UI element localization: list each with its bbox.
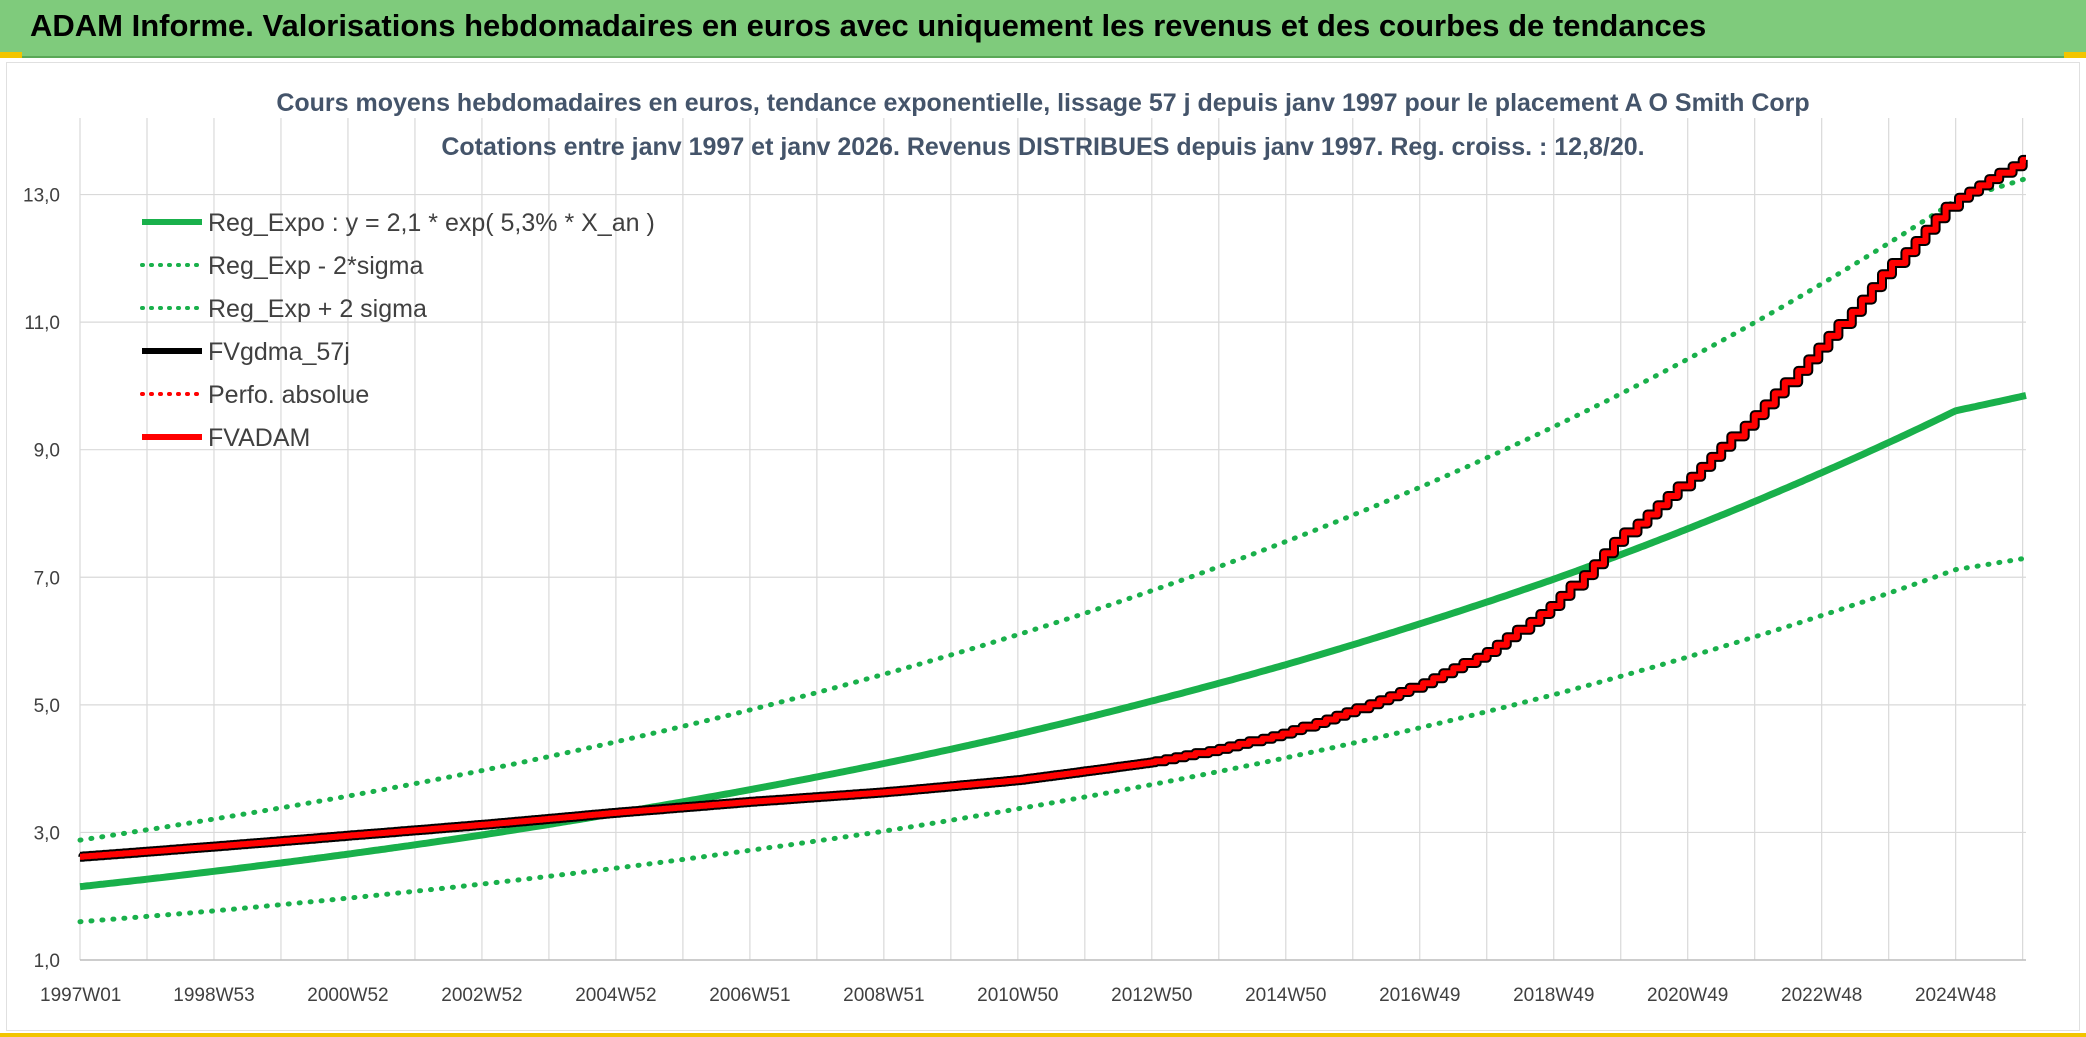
- series: [77, 154, 2029, 925]
- x-tick-label: 2024W48: [1915, 985, 1996, 1006]
- series-reg-exp-minus-2sigma: [77, 555, 2029, 925]
- legend: Reg_Expo : y = 2,1 * exp( 5,3% * X_an ) R…: [140, 209, 655, 452]
- legend-label: Reg_Exp - 2*sigma: [208, 252, 423, 280]
- y-tick-label: 5,0: [34, 696, 60, 717]
- legend-label: FVgdma_57j: [208, 338, 350, 366]
- y-tick-label: 11,0: [24, 313, 60, 334]
- series-fvadam: [80, 156, 2026, 860]
- series-reg-exp-plus-2sigma: [77, 176, 2029, 843]
- chart-frame: [6, 62, 2080, 1031]
- series-reg-expo: [79, 392, 2027, 891]
- x-tick-label: 2000W52: [307, 985, 388, 1006]
- y-axis-ticks: 1,0 3,0 5,0 7,0 9,0 11,0 13,0: [23, 186, 60, 972]
- x-tick-label: 2020W49: [1647, 985, 1728, 1006]
- chart-subtitle: Cotations entre janv 1997 et janv 2026. …: [441, 133, 1644, 161]
- x-axis-ticks: 1997W01 1998W53 2000W52 2002W52 2004W52 2006W…: [40, 985, 1996, 1006]
- chart-title: Cours moyens hebdomadaires en euros, ten…: [276, 89, 1809, 117]
- x-tick-label: 2004W52: [575, 985, 656, 1006]
- corner-accent-right: [2064, 52, 2086, 58]
- header-bar: ADAM Informe. Valorisations hebdomadaire…: [0, 0, 2086, 58]
- y-tick-label: 1,0: [34, 951, 60, 972]
- legend-label: Reg_Exp + 2 sigma: [208, 295, 427, 323]
- legend-label: FVADAM: [208, 424, 310, 452]
- page-title: ADAM Informe. Valorisations hebdomadaire…: [30, 8, 1707, 43]
- x-tick-label: 1997W01: [40, 985, 121, 1006]
- x-tick-label: 2012W50: [1111, 985, 1192, 1006]
- y-tick-label: 9,0: [34, 441, 60, 462]
- x-tick-label: 2002W52: [441, 985, 522, 1006]
- y-tick-label: 7,0: [34, 568, 60, 589]
- x-tick-label: 1998W53: [173, 985, 254, 1006]
- x-tick-label: 2022W48: [1781, 985, 1862, 1006]
- y-tick-label: 3,0: [34, 823, 60, 844]
- x-tick-label: 2016W49: [1379, 985, 1460, 1006]
- legend-label: Perfo. absolue: [208, 381, 369, 409]
- x-tick-label: 2008W51: [843, 985, 924, 1006]
- legend-label: Reg_Expo : y = 2,1 * exp( 5,3% * X_an ): [208, 209, 655, 237]
- bottom-accent-bar: [0, 1033, 2086, 1037]
- x-tick-label: 2006W51: [709, 985, 790, 1006]
- x-tick-label: 2014W50: [1245, 985, 1326, 1006]
- y-tick-label: 13,0: [23, 186, 60, 207]
- grid: [79, 118, 2026, 961]
- corner-accent-left: [0, 52, 22, 58]
- x-tick-label: 2018W49: [1513, 985, 1594, 1006]
- x-tick-label: 2010W50: [977, 985, 1058, 1006]
